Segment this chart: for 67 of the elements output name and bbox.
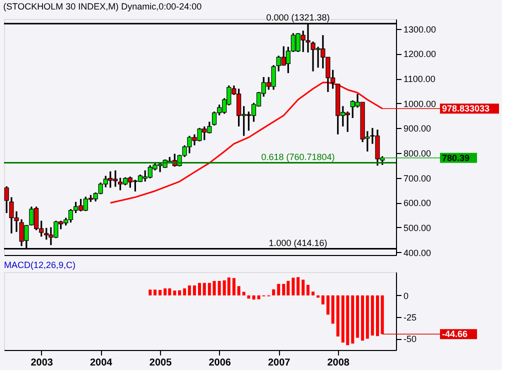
ref-line-label: 1.000 (414.16) (268, 238, 328, 248)
chart-title: MACD(12,26,9,C) (4, 260, 76, 270)
x-tick-label: 2008 (327, 358, 350, 368)
bar (178, 290, 182, 296)
bar (302, 280, 305, 296)
bar (208, 282, 211, 296)
bar (272, 289, 276, 296)
y-tick-label: 1000.00 (404, 98, 436, 109)
bar (173, 290, 176, 296)
x-tick-label: 2006 (208, 358, 232, 368)
bar (292, 278, 295, 296)
y-tick-label: 1300.00 (404, 24, 436, 34)
bar (242, 292, 246, 296)
bar (237, 286, 240, 296)
y-tick-label: -25 (404, 312, 417, 323)
bar (202, 282, 206, 296)
y-tick-label: 700.00 (404, 173, 432, 184)
bar (227, 277, 230, 296)
y-tick-label: 0 (404, 290, 409, 301)
bar (183, 288, 186, 296)
bar (296, 277, 300, 296)
bar (164, 288, 167, 296)
bar (376, 295, 379, 336)
y-tick-label: -50 (404, 334, 417, 344)
x-tick-label: 2005 (149, 358, 172, 368)
bar (366, 295, 369, 339)
y-tick-label: 800.00 (404, 148, 432, 159)
bar (232, 278, 236, 296)
bar (198, 282, 202, 296)
bar (218, 280, 221, 296)
y-tick-label: 900.00 (404, 124, 432, 134)
annotation: 978.833033 (442, 104, 490, 114)
annotation: 780.39 (442, 152, 470, 163)
ref-line-label: 0.618 (760.71804) (261, 152, 335, 162)
line-series (110, 82, 384, 204)
bar (247, 295, 250, 299)
bar (192, 285, 196, 296)
bar (321, 295, 324, 304)
ref-line-label: 0.000 (1321.38) (266, 12, 330, 23)
x-tick-label: 2007 (268, 358, 291, 368)
bar (154, 290, 157, 296)
bar (188, 285, 191, 296)
y-tick-label: 1200.00 (404, 49, 436, 60)
annotation: -44.66 (442, 329, 468, 340)
bar (356, 295, 360, 338)
bar (306, 284, 310, 296)
bar (361, 295, 364, 341)
bar (326, 295, 330, 315)
bar (312, 292, 315, 296)
bar (282, 284, 286, 296)
bar (380, 295, 384, 334)
x-tick-label: 2003 (30, 358, 54, 368)
bar (212, 280, 216, 296)
y-tick-label: 400.00 (404, 248, 432, 258)
bar (148, 290, 152, 296)
y-tick-label: 1100.00 (404, 74, 436, 84)
bar (370, 295, 374, 336)
bar (277, 284, 280, 296)
bar (252, 295, 256, 300)
x-tick-label: 2004 (90, 358, 113, 368)
bar (336, 295, 340, 336)
chart-title: (STOCKHOLM 30 INDEX,M) Dynamic,0:00-24:00 (3, 2, 202, 12)
bar (351, 295, 354, 344)
y-tick-label: 600.00 (404, 198, 432, 208)
bar (158, 290, 162, 296)
bar (331, 295, 334, 324)
y-tick-label: 500.00 (404, 222, 432, 233)
